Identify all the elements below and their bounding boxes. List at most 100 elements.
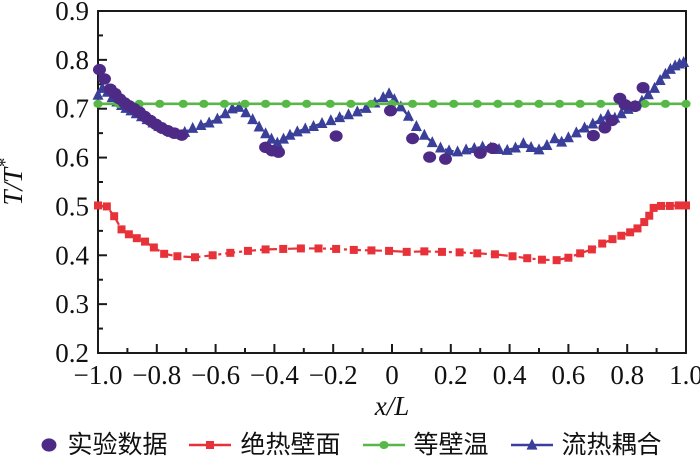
triangle-marker: [383, 87, 395, 99]
x-axis-title: x/L: [374, 391, 410, 421]
series-2: [93, 99, 691, 108]
circle-marker: [439, 153, 453, 165]
triangle-marker: [556, 135, 568, 147]
square-marker: [576, 249, 585, 258]
triangle-marker: [278, 132, 290, 144]
square-marker: [94, 201, 102, 210]
circle-marker: [325, 99, 335, 108]
circle-marker: [406, 132, 420, 145]
square-marker: [132, 234, 141, 243]
square-marker: [332, 244, 341, 253]
x-tick-label: −0.6: [191, 360, 240, 390]
circle-marker: [93, 99, 103, 108]
square-marker: [437, 247, 446, 256]
square-marker: [420, 247, 429, 256]
square-marker: [279, 244, 288, 253]
triangle-marker: [649, 81, 661, 93]
triangle-marker: [265, 132, 277, 144]
circle-marker: [272, 146, 286, 158]
triangle-marker: [549, 132, 561, 144]
triangle-marker: [615, 107, 627, 119]
triangle-marker: [509, 141, 521, 153]
circle-marker: [407, 99, 418, 108]
triangle-marker: [351, 105, 363, 117]
x-tick-label: 0.8: [610, 360, 644, 390]
square-marker: [208, 251, 217, 260]
triangle-marker: [418, 128, 430, 140]
triangle-marker: [92, 88, 104, 100]
triangle-marker: [562, 131, 574, 143]
line-triangle-marker-icon: [510, 438, 553, 450]
triangle-marker: [219, 107, 231, 119]
circle-marker: [346, 99, 356, 108]
square-marker: [508, 252, 517, 261]
circle-marker: [636, 81, 650, 94]
y-tick-label: 0.2: [55, 338, 89, 368]
square-marker: [682, 201, 690, 210]
circle-marker: [178, 99, 188, 108]
plot-frame: [97, 10, 687, 354]
circle-marker: [618, 99, 632, 111]
square-marker: [206, 441, 215, 449]
square-marker: [110, 212, 119, 221]
square-marker: [160, 249, 169, 258]
x-tick-label: −0.2: [309, 360, 358, 390]
square-marker: [385, 246, 394, 255]
square-marker: [633, 224, 642, 233]
square-marker: [124, 230, 133, 239]
circle-marker: [199, 99, 209, 108]
square-marker: [226, 248, 235, 257]
circle-marker: [486, 142, 500, 155]
legend-item-adiabatic-wall: 绝热壁面: [187, 433, 341, 458]
triangle-marker: [291, 125, 303, 137]
triangle-marker: [570, 126, 582, 138]
triangle-marker: [203, 116, 215, 128]
circle-marker: [596, 99, 606, 108]
circle-marker: [92, 63, 106, 76]
x-tick-label: 0.6: [552, 360, 586, 390]
circle-marker: [384, 104, 398, 117]
square-marker: [608, 235, 617, 244]
triangle-marker: [443, 144, 455, 156]
square-marker: [296, 244, 305, 253]
square-marker: [626, 228, 635, 237]
circle-marker: [219, 99, 230, 108]
circle-marker: [554, 99, 565, 108]
triangle-marker: [316, 117, 328, 129]
x-tick-label: −0.8: [132, 360, 181, 390]
triangle-marker: [452, 145, 464, 157]
legend-label-experimental-data: 实验数据: [67, 431, 168, 459]
triangle-marker: [642, 88, 654, 100]
square-marker: [617, 231, 626, 240]
x-tick-label: 0.2: [434, 360, 468, 390]
x-tick-label: 0: [385, 360, 399, 390]
circle-marker: [628, 100, 642, 112]
triangle-marker: [377, 91, 389, 103]
series-0: [92, 63, 650, 165]
y-tick-label: 0.4: [55, 240, 89, 270]
square-marker: [640, 218, 649, 227]
square-marker: [657, 201, 666, 210]
triangle-marker: [541, 139, 553, 151]
triangle-marker: [308, 119, 320, 131]
triangle-marker: [247, 113, 259, 125]
triangle-marker: [595, 113, 607, 125]
square-marker: [367, 246, 376, 255]
triangle-marker: [299, 122, 311, 134]
circle-marker: [605, 114, 619, 127]
circle-marker: [428, 99, 438, 108]
square-marker: [649, 203, 658, 212]
square-marker: [523, 254, 532, 263]
circle-marker: [586, 129, 600, 142]
triangle-marker: [525, 140, 537, 152]
square-marker: [243, 246, 252, 255]
x-tick-label: −0.4: [250, 360, 299, 390]
square-marker: [598, 239, 607, 248]
square-marker: [645, 211, 654, 220]
triangle-marker: [678, 55, 690, 67]
circle-marker: [640, 99, 650, 108]
square-marker: [587, 245, 596, 254]
square-marker: [455, 248, 464, 257]
triangle-marker: [211, 112, 223, 124]
